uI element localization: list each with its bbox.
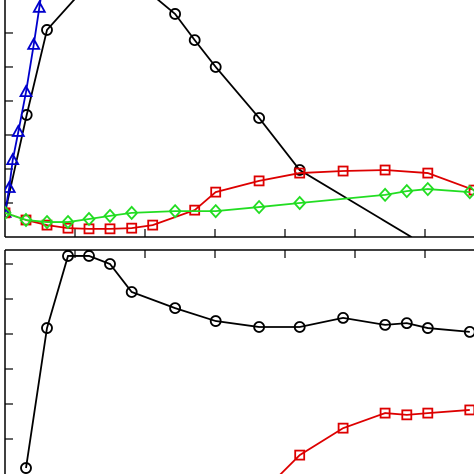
marker — [126, 222, 138, 234]
marker — [378, 187, 392, 203]
marker — [294, 167, 306, 179]
marker — [104, 223, 116, 235]
marker — [189, 204, 201, 216]
marker — [379, 318, 392, 331]
marker — [209, 315, 222, 327]
marker — [422, 167, 434, 179]
marker — [400, 183, 414, 199]
marker — [400, 317, 413, 330]
marker — [82, 211, 96, 227]
marker — [294, 449, 306, 461]
marker — [463, 326, 474, 338]
marker — [40, 214, 54, 230]
marker — [337, 422, 349, 434]
marker — [5, 204, 13, 218]
marker — [62, 250, 74, 262]
marker — [421, 181, 435, 197]
marker — [293, 321, 306, 333]
marker — [19, 212, 33, 228]
marker — [379, 407, 391, 419]
marker — [463, 184, 474, 200]
marker — [41, 322, 53, 334]
marker — [5, 180, 17, 193]
marker — [253, 112, 266, 124]
marker — [168, 203, 182, 219]
marker — [292, 195, 307, 211]
marker — [32, 0, 47, 13]
marker — [379, 164, 391, 176]
series-line — [279, 409, 470, 474]
series-line — [5, 169, 474, 230]
marker — [5, 152, 20, 166]
marker — [188, 34, 201, 47]
marker — [208, 203, 223, 219]
marker — [337, 165, 349, 177]
marker — [422, 407, 434, 419]
marker — [253, 175, 265, 187]
marker — [252, 199, 266, 215]
marker — [464, 404, 474, 416]
marker — [18, 84, 34, 98]
marker — [465, 267, 474, 277]
marker — [337, 311, 350, 324]
marker — [125, 286, 138, 298]
marker — [210, 186, 222, 198]
marker — [41, 24, 53, 36]
marker — [11, 124, 26, 137]
marker — [41, 219, 53, 231]
marker — [169, 8, 182, 20]
plot-area — [20, 250, 474, 474]
marker — [169, 302, 182, 315]
marker — [61, 214, 75, 230]
marker — [147, 219, 159, 231]
marker — [83, 250, 95, 262]
marker — [468, 184, 474, 196]
plot-area — [5, 0, 474, 277]
marker — [209, 61, 222, 73]
marker — [62, 222, 74, 234]
marker — [253, 321, 266, 333]
marker — [421, 322, 434, 334]
marker — [20, 462, 32, 474]
series-line — [5, 188, 470, 223]
marker — [103, 208, 117, 224]
marker — [26, 37, 41, 50]
series-line — [5, 0, 414, 237]
marker — [401, 409, 413, 421]
series-line — [25, 255, 470, 469]
marker — [5, 205, 12, 221]
marker — [104, 258, 116, 270]
series-line — [5, 0, 42, 214]
marker — [124, 205, 139, 221]
